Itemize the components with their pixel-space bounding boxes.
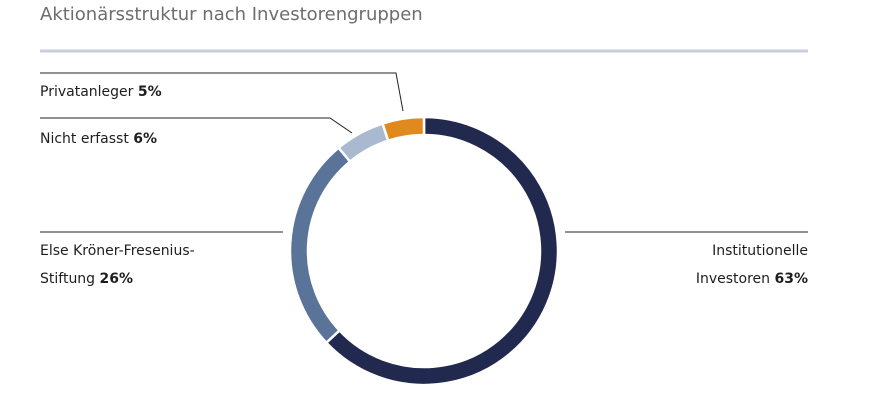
chart-title: Aktionärsstruktur nach Investorengruppen [40,4,423,25]
category-name: Privatanleger [40,84,134,100]
category-name: Institutionelle Investoren [695,243,808,287]
donut-segment [288,145,352,345]
donut-segment [381,115,426,143]
leader-line [40,72,404,112]
category-name: Nicht erfasst [40,131,129,147]
value-label: 26% [99,271,134,287]
value-label: 5% [137,84,162,100]
slice-label: Nicht erfasst 6% [40,125,340,153]
value-label: 63% [774,271,808,287]
value-label: 6% [133,131,158,147]
donut-segment [324,115,560,387]
slice-label: Privatanleger 5% [40,78,340,106]
category-name: Else Kröner-Fresenius-Stiftung [40,243,195,287]
leader-line [40,117,353,134]
slice-label: Else Kröner-Fresenius-Stiftung 26% [40,237,212,293]
slice-label: Institutionelle Investoren 63% [678,237,808,293]
